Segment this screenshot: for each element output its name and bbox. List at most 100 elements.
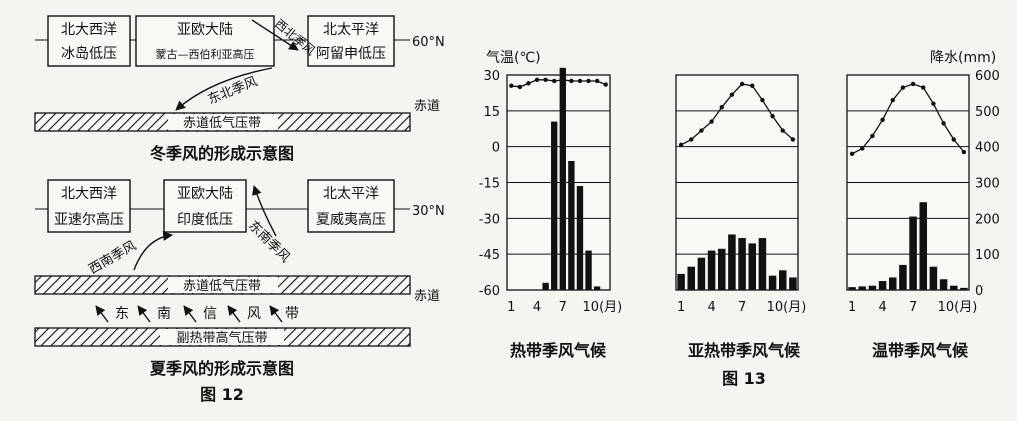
summer-box-eurasia — [163, 179, 247, 233]
winter-box-3-bottom: 阿留申低压 — [316, 46, 386, 62]
southwest-monsoon-arrow — [133, 231, 173, 271]
temperature-point — [921, 85, 926, 90]
precip-tick-label: 500 — [975, 105, 1000, 120]
precip-bar — [697, 257, 706, 290]
temperature-point — [860, 146, 865, 151]
temperature-point — [739, 81, 745, 87]
month-tick-label: 10(月) — [767, 300, 807, 315]
precip-bar — [909, 216, 917, 290]
precip-bar — [593, 286, 601, 290]
precip-bar — [576, 186, 584, 290]
precip-bar — [789, 277, 797, 290]
summer-belt-label: 赤道低气压带 — [183, 278, 261, 294]
precip-bar — [778, 270, 787, 290]
summer-box-2-top: 亚欧大陆 — [177, 186, 233, 202]
summer-monsoon-diagram: 北大西洋 亚速尔高压 亚欧大陆 印度低压 北太平洋 夏威夷高压 30°N 西南季… — [34, 179, 445, 378]
temperature-point — [552, 78, 557, 84]
trade-arrow-3 — [183, 305, 197, 323]
summer-lat-label: 30°N — [412, 204, 445, 219]
winter-box-2-top: 亚欧大陆 — [177, 22, 233, 38]
chart-title-subtropical: 亚热带季风气候 — [688, 341, 801, 360]
temperature-point — [910, 81, 916, 87]
month-tick-label: 7 — [909, 300, 917, 315]
precip-bar — [878, 281, 887, 290]
winter-box-3-top: 北太平洋 — [323, 22, 379, 38]
precip-bar — [738, 238, 746, 290]
temp-tick-label: -60 — [479, 284, 500, 299]
precip-tick-label: 400 — [975, 141, 1000, 156]
winter-box-2-bottom: 蒙古—西伯利亚高压 — [156, 47, 255, 61]
summer-box-1-top: 北大西洋 — [61, 186, 117, 202]
temp-axis-title: 气温(℃) — [486, 50, 541, 66]
winter-monsoon-diagram: 北大西洋 冰岛低压 亚欧大陆 蒙古—西伯利亚高压 北太平洋 阿留申低压 60°N… — [34, 15, 445, 163]
northeast-monsoon-arrow — [175, 67, 273, 111]
temperature-point — [880, 117, 885, 122]
precip-bar — [758, 238, 767, 290]
summer-box-2-bottom: 印度低压 — [177, 212, 233, 228]
southeast-monsoon-arrow — [252, 185, 277, 237]
temperature-point — [603, 82, 608, 87]
precip-tick-label: 0 — [975, 284, 983, 299]
temperature-point — [594, 78, 600, 84]
month-tick-label: 4 — [878, 300, 886, 315]
chart-subtropical-monsoon: 1 4 7 10(月) — [675, 74, 807, 315]
winter-box-1-bottom: 冰岛低压 — [61, 46, 117, 62]
temperature-point — [534, 77, 540, 82]
precip-bar — [551, 121, 558, 290]
temperature-point — [719, 105, 724, 110]
precip-tick-label: 300 — [975, 177, 1000, 192]
precip-bar — [868, 285, 877, 290]
temperature-point — [517, 84, 523, 90]
temperature-point — [678, 142, 684, 148]
summer-equator-label: 赤道 — [414, 289, 440, 304]
precip-tick-label: 100 — [975, 248, 1000, 263]
summer-box-north-atlantic — [47, 179, 131, 233]
trade-char-3: 信 — [203, 306, 217, 322]
chart-tropical-monsoon: 1 4 7 10(月) — [506, 67, 623, 315]
month-tick-label: 10(月) — [583, 300, 623, 315]
chart-title-temperate: 温带季风气候 — [871, 341, 969, 360]
temperature-point — [560, 77, 565, 82]
temperature-point — [790, 137, 796, 142]
summer-box-north-pacific — [307, 179, 395, 233]
chart-temperate-monsoon: 1 4 7 10(月) — [846, 74, 978, 315]
summer-box-1-bottom: 亚速尔高压 — [54, 211, 124, 228]
temperature-point — [569, 78, 574, 84]
precip-axis-title: 降水(mm) — [930, 50, 996, 66]
winter-lat-label: 60°N — [412, 35, 445, 50]
summer-box-3-bottom: 夏威夷高压 — [316, 211, 386, 228]
temp-tick-label: -15 — [479, 177, 500, 192]
temperature-point — [750, 83, 755, 88]
temperature-point — [689, 137, 694, 142]
summer-belt-label-bg — [168, 277, 278, 293]
month-tick-label: 10(月) — [938, 300, 978, 315]
trade-char-5: 带 — [285, 306, 299, 322]
temperature-point — [509, 83, 514, 88]
temperature-point — [760, 97, 765, 103]
month-tick-label: 1 — [848, 300, 856, 315]
temp-tick-label: 30 — [483, 69, 500, 84]
subtropical-belt-label-bg — [160, 329, 284, 345]
figure-13-label: 图 13 — [722, 369, 766, 388]
subtropical-belt-label: 副热带高气压带 — [176, 330, 267, 346]
trade-arrow-5 — [269, 305, 283, 323]
trade-char-1: 东 — [115, 306, 129, 322]
precip-bar — [677, 273, 685, 290]
chart-title-tropical: 热带季风气候 — [510, 341, 607, 360]
precip-bar — [559, 67, 566, 290]
winter-caption: 冬季风的形成示意图 — [150, 144, 294, 163]
northwest-monsoon-arrow — [251, 19, 299, 51]
precip-bar — [919, 202, 928, 290]
trade-arrow-1 — [95, 305, 109, 323]
precip-bar — [899, 264, 907, 290]
temperature-line — [680, 83, 794, 146]
temperature-point — [770, 114, 775, 119]
southeast-trade-arrows — [95, 305, 283, 323]
climate-charts: 气温(℃) 降水(mm) 30 15 0 -15 -30 -45 -60 600 500 400… — [479, 50, 1000, 388]
southwest-monsoon-label: 西南季风 — [86, 238, 139, 278]
precip-bar — [542, 282, 549, 290]
winter-box-north-atlantic — [47, 15, 131, 67]
southeast-monsoon-label: 东南季风 — [245, 218, 293, 266]
winter-belt-label-bg — [168, 114, 278, 130]
precip-bar — [929, 266, 938, 290]
